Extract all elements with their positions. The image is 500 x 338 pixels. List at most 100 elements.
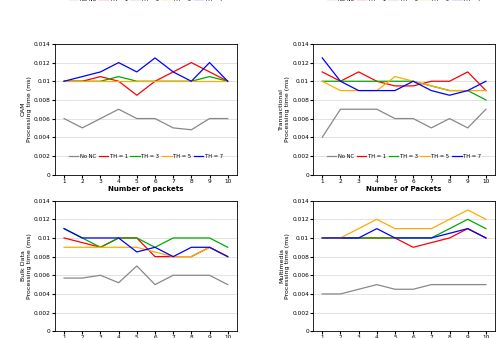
No NC [356, 287, 362, 291]
TH = 7 [170, 255, 176, 259]
No NC [170, 126, 176, 130]
No NC [392, 287, 398, 291]
TH = 1 [410, 84, 416, 88]
TH = 5 [356, 89, 362, 93]
TH = 7 [116, 61, 121, 65]
TH = 5 [116, 79, 121, 83]
TH = 7 [188, 245, 194, 249]
TH = 1 [152, 79, 158, 83]
TH = 3 [392, 79, 398, 83]
TH = 5 [206, 245, 212, 249]
TH = 3 [320, 236, 326, 240]
Line: TH = 3: TH = 3 [322, 81, 486, 100]
TH = 3 [374, 79, 380, 83]
No NC [410, 117, 416, 121]
TH = 7 [134, 70, 140, 74]
TH = 3 [483, 98, 489, 102]
No NC [98, 273, 103, 277]
TH = 7 [410, 236, 416, 240]
TH = 1 [188, 255, 194, 259]
No NC [152, 283, 158, 287]
TH = 5 [116, 245, 121, 249]
Legend: No NC, TH = 1, TH = 3, TH = 5, TH = 7: No NC, TH = 1, TH = 3, TH = 5, TH = 7 [68, 0, 223, 2]
TH = 1 [80, 241, 86, 245]
TH = 3 [224, 245, 230, 249]
TH = 5 [446, 217, 452, 221]
TH = 1 [356, 70, 362, 74]
No NC [116, 281, 121, 285]
TH = 7 [374, 226, 380, 231]
TH = 1 [374, 236, 380, 240]
TH = 3 [356, 79, 362, 83]
Text: (a) OAM Class: (a) OAM Class [110, 224, 182, 233]
No NC [374, 283, 380, 287]
Line: TH = 5: TH = 5 [322, 77, 486, 91]
Line: No NC: No NC [64, 109, 228, 130]
X-axis label: Number of Packets: Number of Packets [366, 186, 442, 192]
TH = 3 [116, 236, 121, 240]
TH = 5 [464, 208, 470, 212]
TH = 3 [134, 79, 140, 83]
TH = 1 [428, 241, 434, 245]
TH = 3 [338, 79, 344, 83]
TH = 1 [446, 79, 452, 83]
TH = 3 [206, 236, 212, 240]
Line: TH = 5: TH = 5 [64, 247, 228, 257]
TH = 1 [80, 79, 86, 83]
TH = 7 [338, 79, 344, 83]
TH = 1 [98, 245, 103, 249]
TH = 5 [338, 89, 344, 93]
TH = 5 [152, 79, 158, 83]
No NC [224, 117, 230, 121]
Line: TH = 7: TH = 7 [64, 58, 228, 81]
No NC [170, 273, 176, 277]
TH = 1 [338, 79, 344, 83]
TH = 1 [446, 236, 452, 240]
TH = 1 [483, 236, 489, 240]
TH = 3 [170, 236, 176, 240]
No NC [338, 292, 344, 296]
TH = 7 [464, 89, 470, 93]
TH = 7 [338, 236, 344, 240]
TH = 7 [446, 93, 452, 97]
TH = 3 [428, 236, 434, 240]
TH = 5 [188, 255, 194, 259]
TH = 1 [134, 93, 140, 97]
No NC [446, 117, 452, 121]
Line: TH = 3: TH = 3 [64, 228, 228, 247]
TH = 1 [464, 226, 470, 231]
TH = 3 [356, 236, 362, 240]
TH = 7 [80, 236, 86, 240]
TH = 5 [374, 89, 380, 93]
Legend: No NC, TH = 1, TH = 3, TH = 5, TH = 7: No NC, TH = 1, TH = 3, TH = 5, TH = 7 [327, 0, 482, 2]
Y-axis label: Bulk Data
Processing time (ms): Bulk Data Processing time (ms) [21, 233, 32, 299]
Line: TH = 7: TH = 7 [322, 228, 486, 238]
TH = 1 [320, 70, 326, 74]
No NC [338, 107, 344, 111]
No NC [152, 117, 158, 121]
TH = 5 [61, 79, 67, 83]
TH = 1 [483, 89, 489, 93]
TH = 1 [188, 61, 194, 65]
TH = 1 [338, 236, 344, 240]
TH = 7 [224, 79, 230, 83]
TH = 5 [356, 226, 362, 231]
No NC [483, 283, 489, 287]
Line: TH = 1: TH = 1 [322, 228, 486, 247]
TH = 3 [98, 245, 103, 249]
TH = 3 [464, 89, 470, 93]
TH = 5 [464, 89, 470, 93]
TH = 5 [428, 226, 434, 231]
TH = 7 [464, 226, 470, 231]
TH = 5 [152, 250, 158, 254]
TH = 7 [152, 56, 158, 60]
TH = 5 [80, 245, 86, 249]
TH = 1 [224, 255, 230, 259]
TH = 3 [464, 217, 470, 221]
TH = 3 [374, 236, 380, 240]
TH = 7 [206, 245, 212, 249]
TH = 3 [80, 79, 86, 83]
TH = 7 [61, 226, 67, 231]
TH = 5 [98, 245, 103, 249]
No NC [483, 107, 489, 111]
